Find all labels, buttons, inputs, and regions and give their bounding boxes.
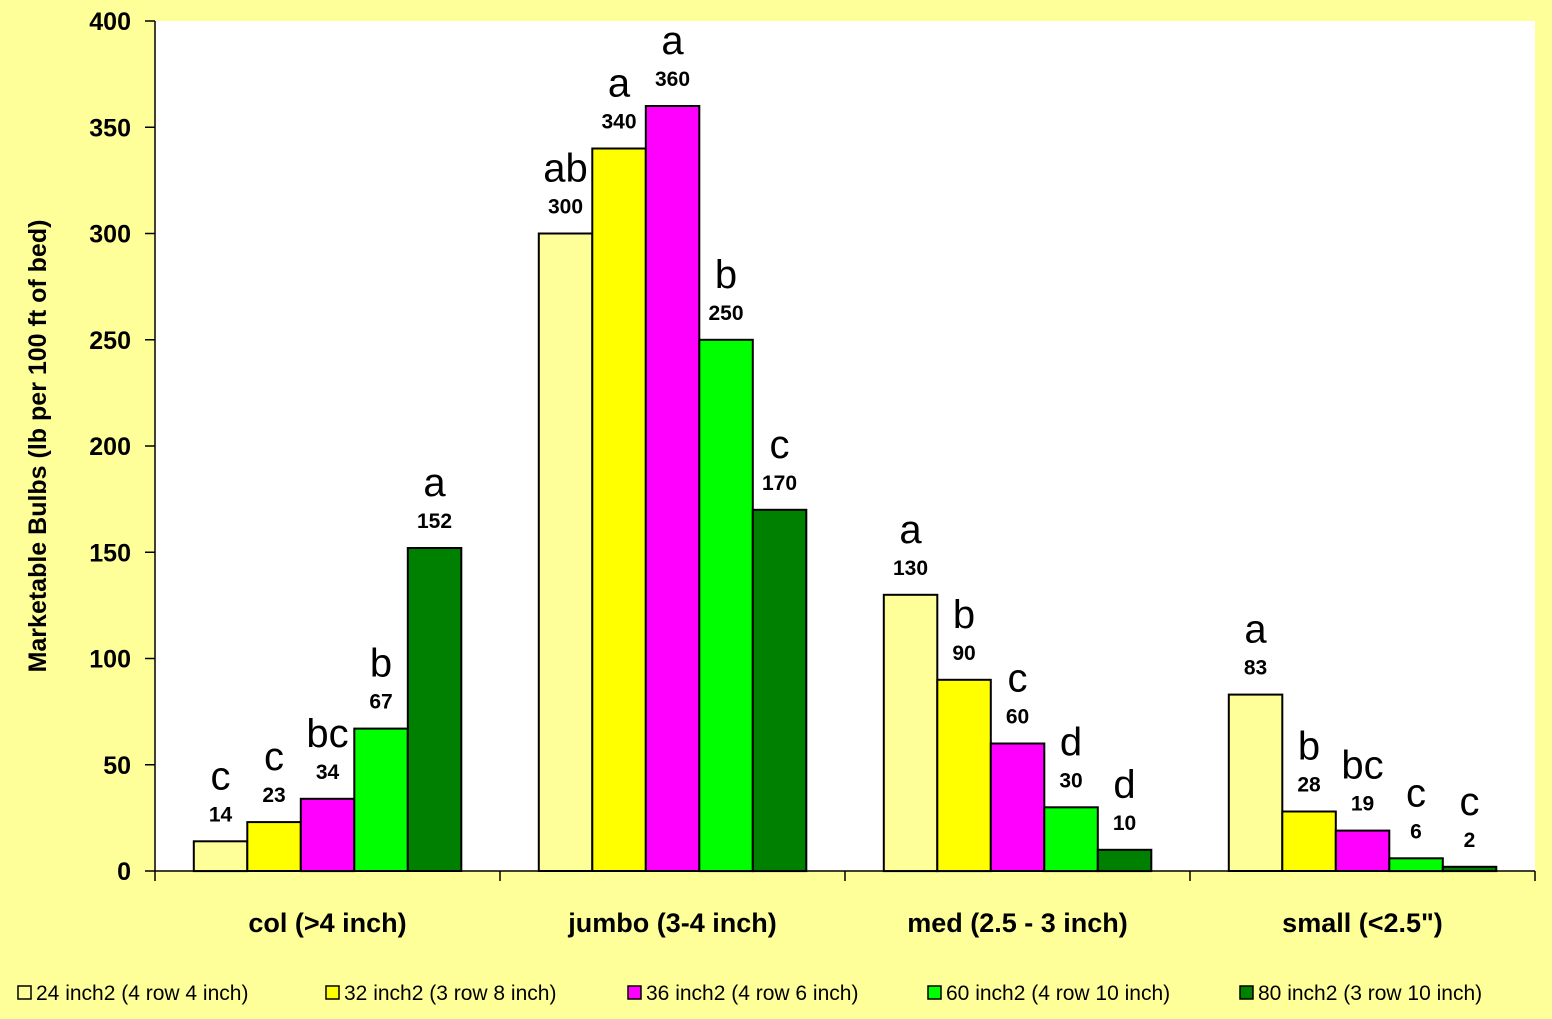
significance-label: c <box>770 423 790 467</box>
y-tick-label: 100 <box>89 646 131 674</box>
y-tick-label: 300 <box>89 221 131 249</box>
y-tick-label: 150 <box>89 539 131 567</box>
x-tick-label: small (<2.5") <box>1282 908 1443 938</box>
significance-label: a <box>608 62 631 106</box>
significance-label: d <box>1060 720 1082 764</box>
legend-swatch <box>927 985 942 1000</box>
significance-label: c <box>264 735 284 779</box>
bar-2-0 <box>299 797 356 873</box>
significance-label: d <box>1113 763 1135 807</box>
data-label: 2 <box>1464 829 1476 852</box>
significance-label: b <box>1298 725 1320 769</box>
y-tick-label: 0 <box>117 858 131 886</box>
data-label: 152 <box>417 510 452 533</box>
legend-swatch <box>17 985 32 1000</box>
bar-1-1 <box>591 147 647 872</box>
significance-label: a <box>1244 608 1267 652</box>
axes-group: 0 50 100 150 200 250 300 350 400 col (>4 inch) jum… <box>24 8 1536 938</box>
bar-2-3 <box>1334 829 1391 872</box>
significance-label: bc <box>1341 744 1383 788</box>
significance-label: b <box>370 642 392 686</box>
data-label: 90 <box>952 642 975 665</box>
significance-label: bc <box>306 712 348 756</box>
bar-3-3 <box>1388 857 1444 873</box>
data-label: 250 <box>708 302 743 325</box>
x-tick-label: med (2.5 - 3 inch) <box>907 908 1128 938</box>
data-label: 360 <box>655 68 690 91</box>
data-label: 170 <box>762 472 797 495</box>
legend-swatch <box>627 985 642 1000</box>
bar-0-3 <box>1227 693 1284 872</box>
x-tick-label: jumbo (3-4 inch) <box>567 908 777 938</box>
bar-1-0 <box>246 821 302 872</box>
significance-label: b <box>715 253 737 297</box>
legend-label: 32 inch2 (3 row 8 inch) <box>344 982 556 1005</box>
significance-label: a <box>899 508 922 552</box>
data-label: 340 <box>601 111 636 134</box>
legend-label: 24 inch2 (4 row 4 inch) <box>36 982 248 1005</box>
bar-0-0 <box>192 840 249 873</box>
data-label: 19 <box>1351 793 1374 816</box>
bar-2-1 <box>644 105 701 872</box>
bars-group <box>192 105 1498 873</box>
data-label: 67 <box>369 691 392 714</box>
y-axis-label: Marketable Bulbs (lb per 100 ft of bed) <box>24 220 52 673</box>
significance-label: b <box>953 593 975 637</box>
significance-label: ab <box>543 147 588 191</box>
bar-1-2 <box>936 678 992 873</box>
bar-0-2 <box>882 593 939 873</box>
data-label: 34 <box>316 761 340 784</box>
data-label: 60 <box>1006 706 1029 729</box>
labels-group: 14c300ab130a83a23c340a90b28b34bc360a60c1… <box>209 19 1480 852</box>
data-label: 30 <box>1059 769 1082 792</box>
bar-1-3 <box>1281 810 1337 872</box>
bar-2-2 <box>989 742 1046 872</box>
bar-3-1 <box>698 338 754 873</box>
bar-3-0 <box>353 727 409 872</box>
legend-swatch <box>325 985 340 1000</box>
x-tick-label: col (>4 inch) <box>248 908 406 938</box>
significance-label: c <box>211 754 231 798</box>
significance-label: a <box>661 19 684 63</box>
bar-4-1 <box>751 508 808 873</box>
data-label: 23 <box>262 784 285 807</box>
data-label: 300 <box>548 196 583 219</box>
significance-label: c <box>1008 657 1028 701</box>
data-label: 14 <box>209 803 233 826</box>
legend: 24 inch2 (4 row 4 inch) 32 inch2 (3 row 8… <box>17 982 1482 1005</box>
bar-4-0 <box>406 547 463 872</box>
data-label: 6 <box>1410 820 1422 843</box>
legend-label: 60 inch2 (4 row 10 inch) <box>946 982 1170 1005</box>
data-label: 10 <box>1113 812 1136 835</box>
data-label: 130 <box>893 557 928 580</box>
bar-3-2 <box>1043 806 1099 873</box>
bar-0-1 <box>537 232 594 872</box>
y-tick-label: 200 <box>89 433 131 461</box>
data-label: 28 <box>1297 774 1321 797</box>
y-tick-label: 50 <box>103 752 131 780</box>
y-tick-label: 350 <box>89 114 131 142</box>
significance-label: c <box>1406 771 1426 815</box>
legend-label: 36 inch2 (4 row 6 inch) <box>646 982 858 1005</box>
y-tick-label: 400 <box>89 8 131 36</box>
legend-swatch <box>1239 985 1254 1000</box>
y-tick-label: 250 <box>89 327 131 355</box>
data-label: 83 <box>1244 657 1267 680</box>
legend-label: 80 inch2 (3 row 10 inch) <box>1258 982 1482 1005</box>
significance-label: a <box>423 461 446 505</box>
significance-label: c <box>1460 780 1480 824</box>
bar-4-2 <box>1096 848 1153 873</box>
